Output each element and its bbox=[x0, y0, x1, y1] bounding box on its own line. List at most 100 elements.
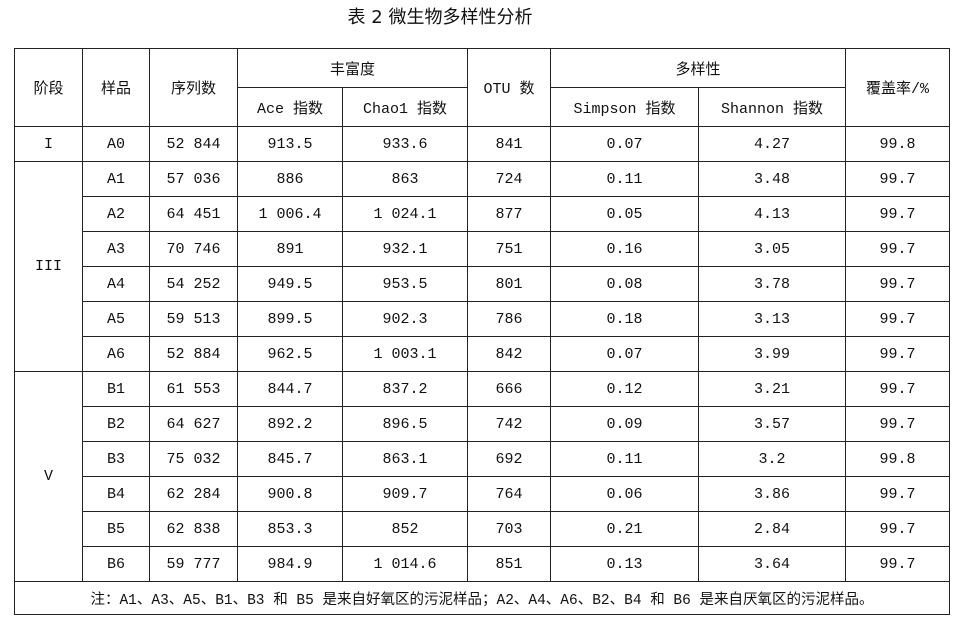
header-richness: 丰富度 bbox=[236, 48, 469, 88]
diversity-table: 阶段 样品 序列数 丰富度 OTU 数 多样性 覆盖率/% Ace 指数 Cha… bbox=[13, 48, 951, 615]
ace-cell: 962.5 bbox=[237, 336, 343, 372]
otu-cell: 692 bbox=[467, 441, 552, 477]
shannon-cell: 4.27 bbox=[698, 126, 847, 162]
otu-cell: 751 bbox=[467, 231, 552, 267]
sample-cell: A5 bbox=[82, 301, 150, 337]
shannon-cell: 3.21 bbox=[698, 371, 847, 407]
chao1-cell: 1 024.1 bbox=[341, 196, 469, 232]
chao1-cell: 902.3 bbox=[341, 301, 469, 337]
ace-cell: 913.5 bbox=[237, 126, 343, 162]
sequences-cell: 62 284 bbox=[149, 476, 238, 512]
table-row: B4 62 284 900.8 909.7 764 0.06 3.86 99.7 bbox=[15, 476, 951, 512]
sample-cell: B2 bbox=[82, 406, 150, 442]
sequences-cell: 70 746 bbox=[149, 231, 238, 267]
ace-cell: 984.9 bbox=[237, 546, 343, 582]
ace-cell: 845.7 bbox=[237, 441, 343, 477]
table-row: V B1 61 553 844.7 837.2 666 0.12 3.21 99.7 bbox=[14, 371, 951, 582]
header-stage: 阶段 bbox=[14, 48, 83, 127]
otu-cell: 841 bbox=[467, 126, 552, 162]
sample-cell: B6 bbox=[82, 546, 150, 582]
stage-cell: I bbox=[14, 126, 83, 162]
sequences-cell: 62 838 bbox=[149, 511, 238, 547]
otu-cell: 724 bbox=[467, 161, 552, 197]
chao1-cell: 953.5 bbox=[341, 266, 469, 302]
otu-cell: 851 bbox=[467, 546, 552, 582]
simpson-cell: 0.05 bbox=[550, 196, 700, 232]
coverage-cell: 99.7 bbox=[845, 336, 951, 372]
ace-cell: 949.5 bbox=[237, 266, 343, 302]
header-simpson: Simpson 指数 bbox=[550, 87, 700, 127]
header-ace: Ace 指数 bbox=[237, 87, 343, 127]
stage-cell: III bbox=[14, 161, 83, 372]
sequences-cell: 59 777 bbox=[149, 546, 238, 582]
chao1-cell: 863 bbox=[341, 161, 469, 197]
table-row: III A1 57 036 886 863 724 0.11 3.48 99.7 bbox=[14, 161, 951, 372]
chao1-cell: 1 014.6 bbox=[341, 546, 469, 582]
header-diversity: 多样性 bbox=[550, 48, 847, 88]
chao1-cell: 896.5 bbox=[341, 406, 469, 442]
sequences-cell: 75 032 bbox=[149, 441, 238, 477]
shannon-cell: 3.64 bbox=[698, 546, 847, 582]
table-title: 表 2 微生物多样性分析 bbox=[0, 4, 880, 32]
sample-cell: A1 bbox=[82, 161, 150, 197]
sample-cell: B5 bbox=[82, 511, 150, 547]
shannon-cell: 3.78 bbox=[698, 266, 847, 302]
simpson-cell: 0.09 bbox=[550, 406, 700, 442]
shannon-cell: 2.84 bbox=[698, 511, 847, 547]
sample-cell: A4 bbox=[82, 266, 150, 302]
coverage-cell: 99.7 bbox=[845, 511, 951, 547]
simpson-cell: 0.16 bbox=[550, 231, 700, 267]
otu-cell: 801 bbox=[467, 266, 552, 302]
coverage-cell: 99.7 bbox=[845, 231, 951, 267]
coverage-cell: 99.7 bbox=[845, 476, 951, 512]
otu-cell: 764 bbox=[467, 476, 552, 512]
chao1-cell: 852 bbox=[341, 511, 469, 547]
header-chao1: Chao1 指数 bbox=[341, 87, 469, 127]
otu-cell: 842 bbox=[467, 336, 552, 372]
coverage-cell: 99.8 bbox=[845, 126, 951, 162]
table-row: A5 59 513 899.5 902.3 786 0.18 3.13 99.7 bbox=[15, 301, 951, 337]
ace-cell: 892.2 bbox=[237, 406, 343, 442]
header-shannon: Shannon 指数 bbox=[698, 87, 847, 127]
ace-cell: 899.5 bbox=[237, 301, 343, 337]
sample-cell: B3 bbox=[82, 441, 150, 477]
ace-cell: 900.8 bbox=[237, 476, 343, 512]
table-row: A3 70 746 891 932.1 751 0.16 3.05 99.7 bbox=[15, 231, 951, 267]
header-sequences: 序列数 bbox=[149, 48, 238, 127]
coverage-cell: 99.8 bbox=[845, 441, 951, 477]
shannon-cell: 3.57 bbox=[698, 406, 847, 442]
ace-cell: 886 bbox=[237, 161, 343, 197]
sample-cell: B1 bbox=[82, 371, 150, 407]
otu-cell: 666 bbox=[467, 371, 552, 407]
table-row: B3 75 032 845.7 863.1 692 0.11 3.2 99.8 bbox=[15, 441, 951, 477]
table-note: 注：A1、A3、A5、B1、B3 和 B5 是来自好氧区的污泥样品；A2、A4、… bbox=[13, 581, 951, 615]
header-otu: OTU 数 bbox=[467, 48, 552, 127]
table-row: I A0 52 844 913.5 933.6 841 0.07 4.27 99.8 bbox=[14, 126, 951, 162]
coverage-cell: 99.7 bbox=[845, 196, 951, 232]
coverage-cell: 99.7 bbox=[845, 301, 951, 337]
coverage-cell: 99.7 bbox=[845, 371, 951, 407]
simpson-cell: 0.18 bbox=[550, 301, 700, 337]
simpson-cell: 0.21 bbox=[550, 511, 700, 547]
sample-cell: A0 bbox=[82, 126, 150, 162]
simpson-cell: 0.11 bbox=[550, 441, 700, 477]
simpson-cell: 0.07 bbox=[550, 336, 700, 372]
sample-cell: A6 bbox=[82, 336, 150, 372]
table-row: A2 64 451 1 006.4 1 024.1 877 0.05 4.13 99.7 bbox=[15, 196, 951, 232]
coverage-cell: 99.7 bbox=[845, 546, 951, 582]
shannon-cell: 3.99 bbox=[698, 336, 847, 372]
table-row: A6 52 884 962.5 1 003.1 842 0.07 3.99 99.7 bbox=[15, 336, 951, 372]
table-row: B5 62 838 853.3 852 703 0.21 2.84 99.7 bbox=[15, 511, 951, 547]
coverage-cell: 99.7 bbox=[845, 161, 951, 197]
sequences-cell: 59 513 bbox=[149, 301, 238, 337]
sequences-cell: 64 627 bbox=[149, 406, 238, 442]
ace-cell: 853.3 bbox=[237, 511, 343, 547]
header-coverage: 覆盖率/% bbox=[845, 48, 951, 127]
chao1-cell: 863.1 bbox=[341, 441, 469, 477]
shannon-cell: 3.48 bbox=[698, 161, 847, 197]
chao1-cell: 837.2 bbox=[341, 371, 469, 407]
shannon-cell: 3.2 bbox=[698, 441, 847, 477]
sequences-cell: 52 844 bbox=[149, 126, 238, 162]
header-sample: 样品 bbox=[82, 48, 150, 127]
otu-cell: 703 bbox=[467, 511, 552, 547]
